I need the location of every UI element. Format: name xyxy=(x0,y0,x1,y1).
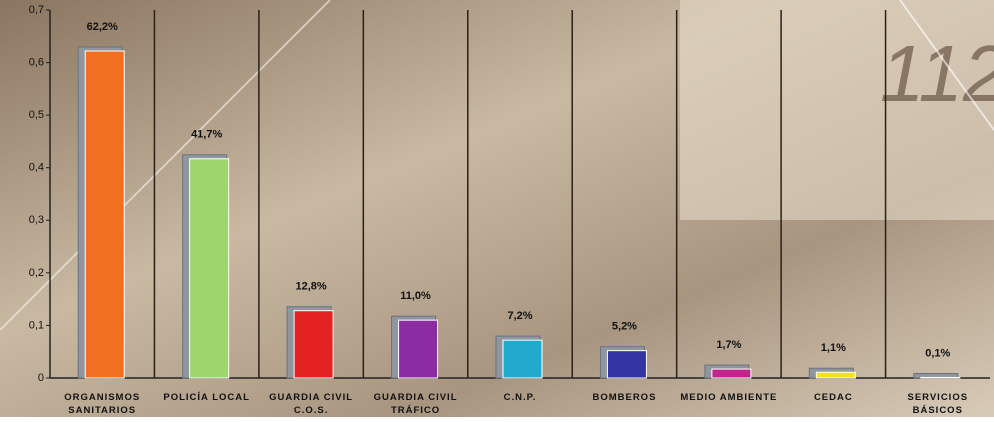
light-ray xyxy=(899,0,994,131)
value-label: 1,7% xyxy=(716,339,741,351)
light-ray xyxy=(0,0,331,331)
bar xyxy=(920,376,961,379)
x-tick-label: GUARDIA CIVIL TRÁFICO xyxy=(374,392,458,416)
value-label: 5,2% xyxy=(612,321,637,333)
x-tick-label: GUARDIA CIVIL C.O.S. xyxy=(269,392,353,416)
y-tick-label: 0,3 xyxy=(29,214,44,226)
x-tick-label: BOMBEROS xyxy=(592,392,656,403)
y-tick-label: 0,4 xyxy=(29,162,44,174)
x-tick-label: SERVICIOS BÁSICOS xyxy=(907,392,968,416)
value-label: 0,1% xyxy=(925,347,950,359)
value-label: 7,2% xyxy=(507,310,532,322)
bar xyxy=(711,368,752,379)
x-tick-label: CEDAC xyxy=(814,392,853,403)
x-tick-label: C.N.P. xyxy=(504,392,537,403)
value-label: 11,0% xyxy=(400,290,431,302)
x-tick-label: ORGANISMOS SANITARIOS xyxy=(64,392,140,416)
y-tick-label: 0,1 xyxy=(29,319,44,331)
background-panel xyxy=(680,0,994,220)
y-tick-label: 0,6 xyxy=(29,56,44,68)
value-label: 62,2% xyxy=(87,21,118,33)
bar xyxy=(502,339,543,379)
y-tick-label: 0,7 xyxy=(29,4,44,16)
y-tick-label: 0 xyxy=(38,372,44,384)
value-label: 12,8% xyxy=(296,281,327,293)
bar xyxy=(293,310,334,379)
bar xyxy=(189,158,230,379)
bar xyxy=(398,319,439,379)
y-tick-label: 0,2 xyxy=(29,267,44,279)
bar xyxy=(606,350,647,379)
value-label: 41,7% xyxy=(191,129,222,141)
bar xyxy=(815,371,856,379)
value-label: 1,1% xyxy=(821,342,846,354)
y-tick-label: 0,5 xyxy=(29,109,44,121)
x-tick-label: POLICÍA LOCAL xyxy=(163,392,250,403)
bar xyxy=(84,50,125,379)
x-tick-label: MEDIO AMBIENTE xyxy=(680,392,777,403)
